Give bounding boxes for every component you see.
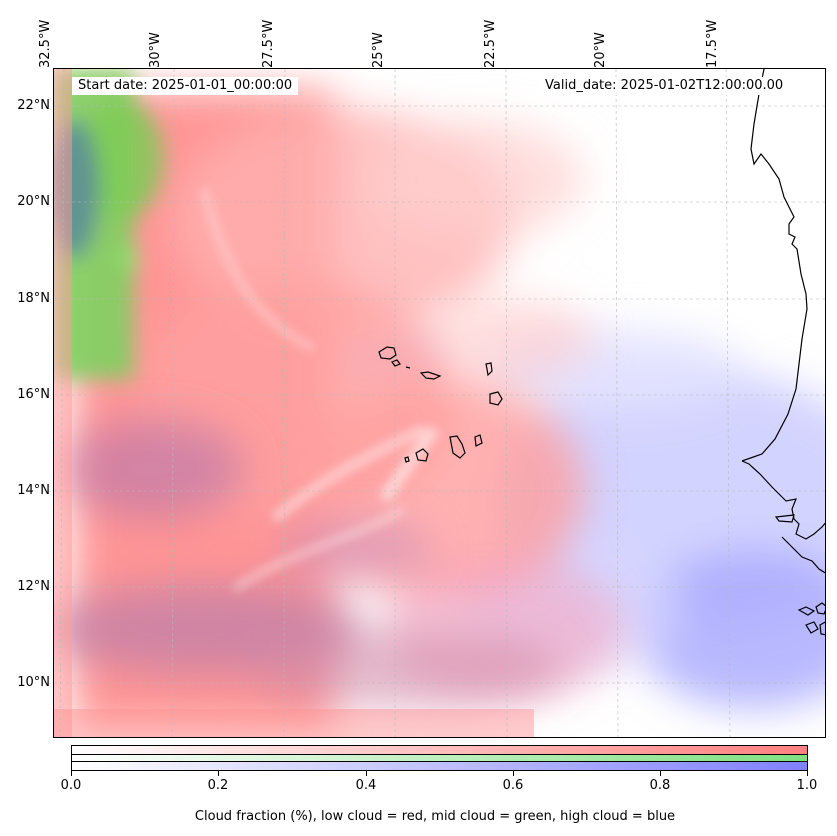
colorbar [71, 745, 808, 771]
west-edge-fringe [54, 69, 72, 737]
start-date-label: Start date: 2025-01-01_00:00:00 [72, 77, 299, 95]
lat-label-22n: 22°N [17, 98, 50, 113]
graticule [54, 69, 825, 737]
lon-label-22-5w: 22.5°W [483, 19, 498, 68]
coast-islands-bijagos [815, 602, 825, 615]
colorbar-label-1: 0.2 [207, 778, 229, 793]
colorbar-label-4: 0.8 [649, 778, 671, 793]
coast-islands-west [797, 606, 816, 616]
lat-label-20n: 20°N [17, 194, 50, 209]
coast-gambia [774, 514, 795, 523]
coast-guinea-bissau [781, 536, 825, 574]
lat-label-12n: 12°N [17, 579, 50, 594]
lat-label-14n: 14°N [17, 483, 50, 498]
lon-label-17-5w: 17.5°W [705, 19, 720, 68]
lat-label-16n: 16°N [17, 387, 50, 402]
island-santo-antao [378, 346, 397, 360]
island-sal [485, 362, 493, 377]
colorbar-high-cloud [72, 762, 807, 770]
lon-label-25w: 25°W [371, 32, 386, 68]
island-santa-luzia [405, 366, 411, 369]
colorbar-tick-5 [807, 771, 808, 776]
island-boa-vista [489, 391, 503, 406]
island-brava [404, 456, 410, 463]
colorbar-tick-2 [366, 771, 367, 776]
coast-islands-far [819, 621, 825, 636]
cloud-fraction-map [53, 68, 826, 738]
colorbar-label-3: 0.6 [502, 778, 524, 793]
coast-islands-south [805, 621, 819, 634]
lon-label-27-5w: 27.5°W [261, 19, 276, 68]
island-sao-nicolau [419, 371, 442, 380]
colorbar-title: Cloud fraction (%), low cloud = red, mid… [194, 809, 676, 824]
colorbar-label-0: 0.0 [60, 778, 82, 793]
lat-label-10n: 10°N [17, 675, 50, 690]
coast-senegal [741, 460, 825, 540]
low-high-overlap [54, 419, 564, 709]
colorbar-tick-0 [71, 771, 72, 776]
south-edge-fringe [54, 709, 534, 737]
african-coastline [741, 69, 825, 636]
map-canvas [54, 69, 825, 737]
cloud-streaks [200, 188, 439, 592]
lat-label-18n: 18°N [17, 291, 50, 306]
colorbar-label-2: 0.4 [355, 778, 377, 793]
island-maio [474, 434, 483, 447]
colorbar-label-5: 1.0 [796, 778, 818, 793]
island-santiago [449, 435, 466, 459]
lon-label-30w: 30°W [148, 32, 163, 68]
island-sao-vicente [391, 359, 401, 367]
island-fogo [415, 448, 429, 462]
mid-cloud-field [54, 69, 164, 379]
cape-verde-islands [378, 346, 503, 463]
colorbar-tick-3 [513, 771, 514, 776]
colorbar-tick-4 [660, 771, 661, 776]
colorbar-mid-cloud [72, 754, 807, 762]
lon-label-20w: 20°W [593, 32, 608, 68]
colorbar-low-cloud [72, 746, 807, 754]
lon-label-32-5w: 32.5°W [38, 19, 53, 68]
valid-date-label: Valid_date: 2025-01-02T12:00:00.00 [539, 77, 790, 95]
coast-mauritania [741, 69, 808, 462]
colorbar-tick-1 [218, 771, 219, 776]
